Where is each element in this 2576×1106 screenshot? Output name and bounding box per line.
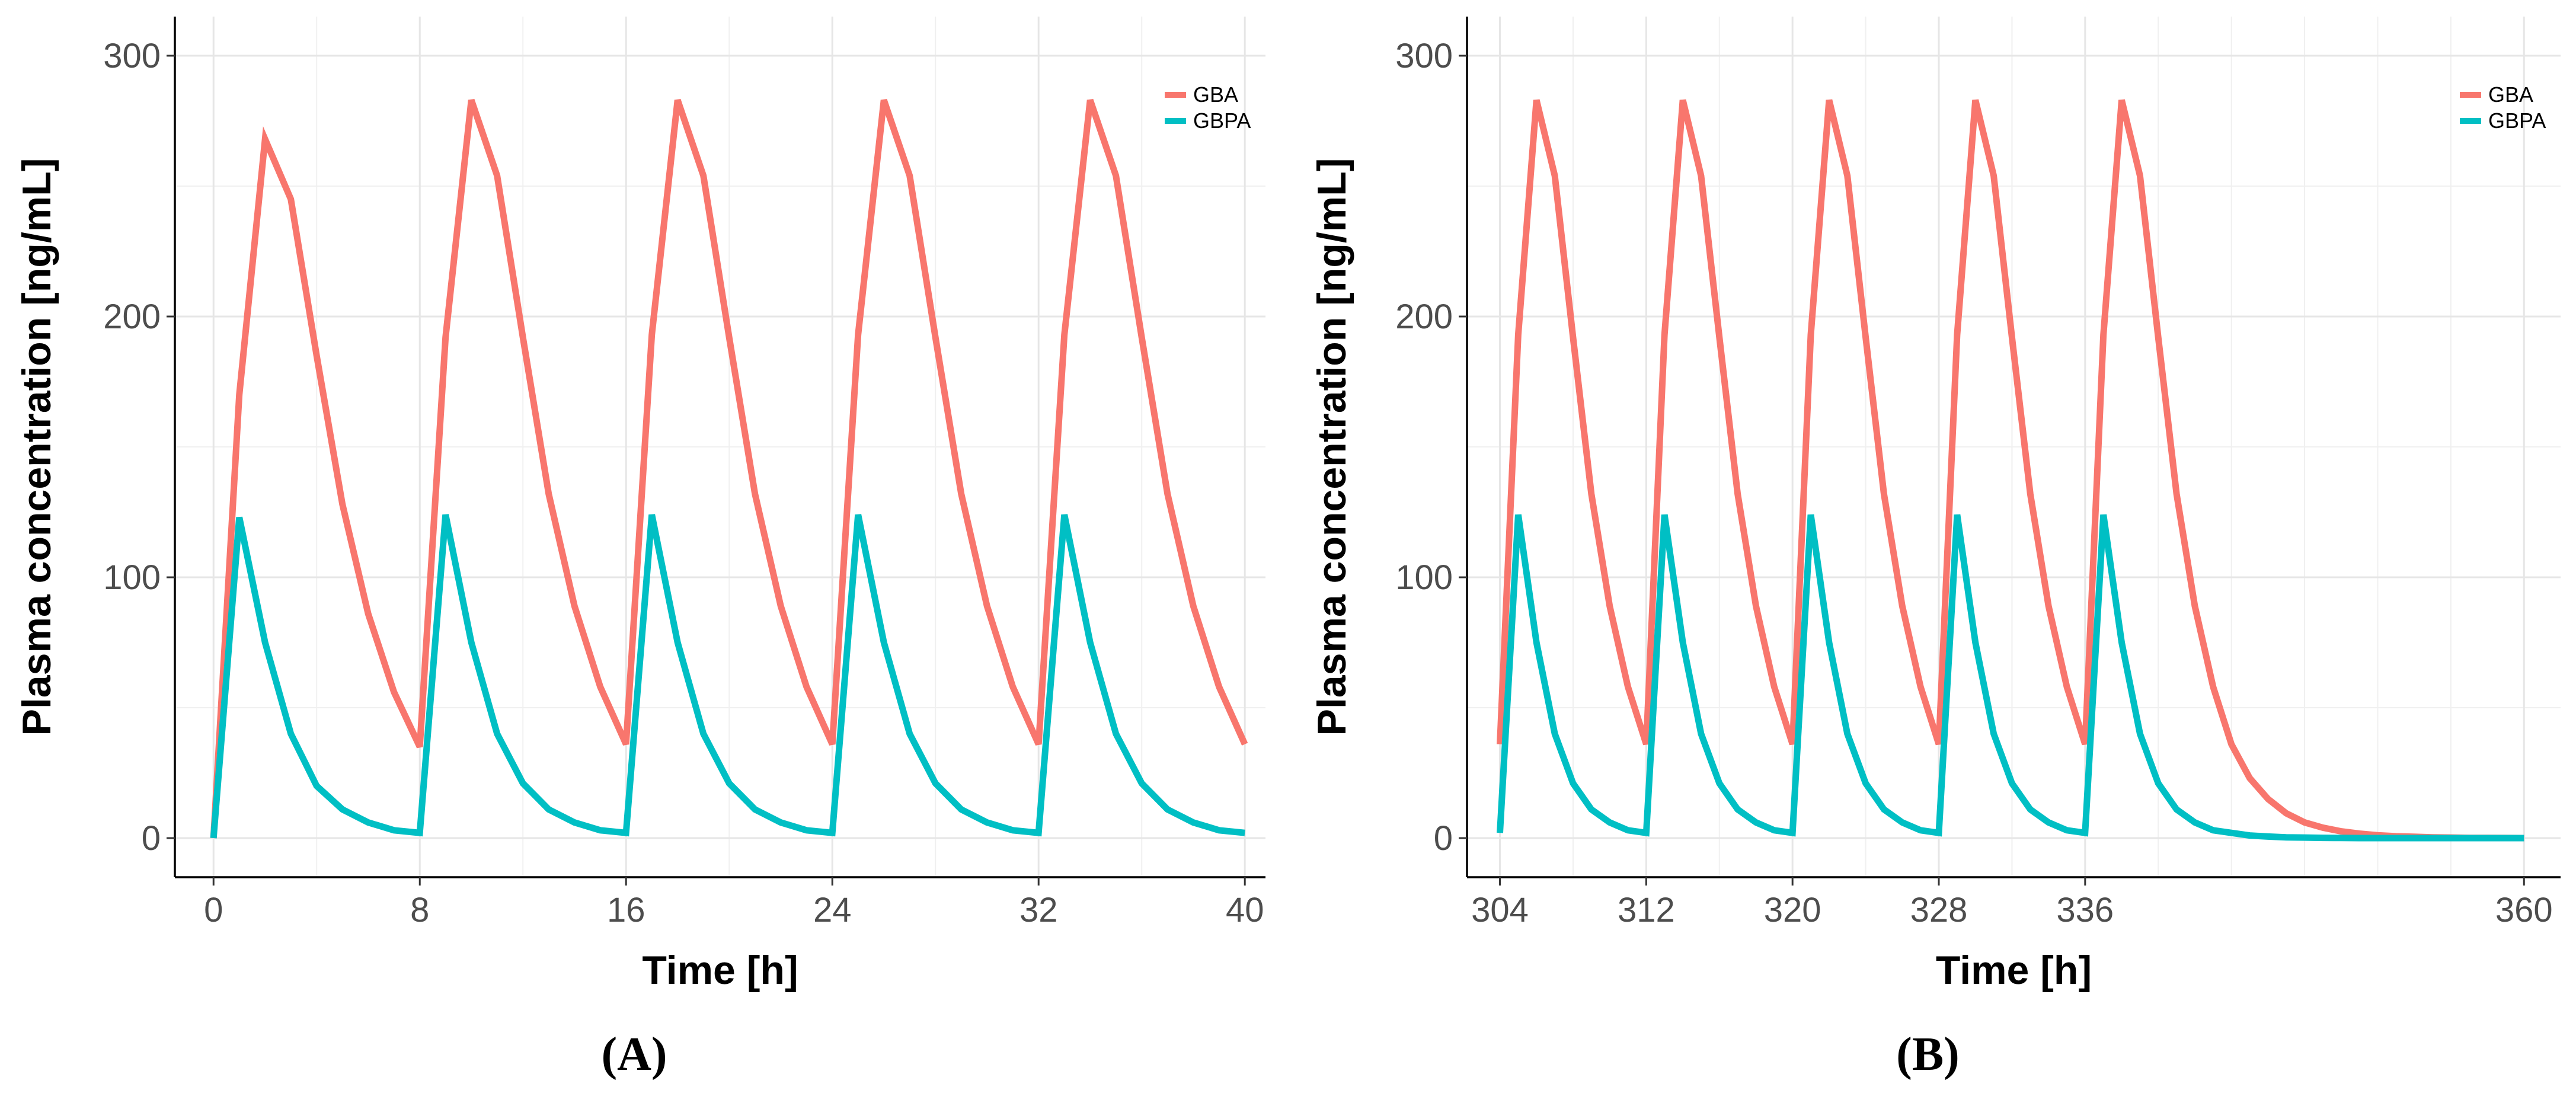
x-tick-label: 24: [813, 891, 852, 929]
y-tick-label: 0: [142, 819, 161, 858]
legend-label-gba: GBA: [1193, 82, 1238, 107]
y-tick-label: 0: [1434, 819, 1453, 858]
x-tick-label: 16: [607, 891, 645, 929]
x-tick-label: 328: [1910, 891, 1968, 929]
legend-label-gbpa: GBPA: [2488, 108, 2546, 133]
y-tick-label: 200: [103, 298, 161, 336]
panel-a: 0 100 200 300 0 8 16 24 32 40 Plasma concentration…: [14, 17, 1265, 1081]
panel-label: (B): [1896, 1028, 1960, 1081]
series-line-gba: [1497, 99, 2524, 842]
x-tick-label: 336: [2056, 891, 2114, 929]
y-tick-label: 300: [1395, 37, 1453, 75]
legend-label-gbpa: GBPA: [1193, 108, 1251, 133]
legend-label-gba: GBA: [2488, 82, 2533, 107]
x-tick-label: 40: [1226, 891, 1264, 929]
series-line-gbpa: [1497, 514, 2524, 842]
panel-b: 0 100 200 300 304 312 320 328 336 360 Plasma conce…: [1309, 17, 2561, 1081]
x-tick-label: 8: [410, 891, 429, 929]
x-tick-label: 304: [1471, 891, 1529, 929]
x-tick-label: 320: [1764, 891, 1821, 929]
panel-label: (A): [601, 1028, 667, 1081]
y-tick-label: 300: [103, 37, 161, 75]
x-axis-title: Time [h]: [642, 948, 798, 993]
series-line-gbpa: [210, 514, 1245, 839]
series-line-gba: [210, 99, 1248, 839]
y-axis-title: Plasma concentration [ng/mL]: [14, 158, 59, 736]
y-axis-title: Plasma concentration [ng/mL]: [1309, 158, 1354, 736]
y-tick-label: 100: [103, 558, 161, 597]
x-tick-label: 32: [1019, 891, 1058, 929]
x-tick-label: 312: [1618, 891, 1675, 929]
y-tick-label: 100: [1395, 558, 1453, 597]
y-tick-label: 200: [1395, 298, 1453, 336]
x-tick-label: 0: [204, 891, 223, 929]
x-tick-label: 360: [2495, 891, 2553, 929]
x-axis-title: Time [h]: [1936, 948, 2092, 993]
